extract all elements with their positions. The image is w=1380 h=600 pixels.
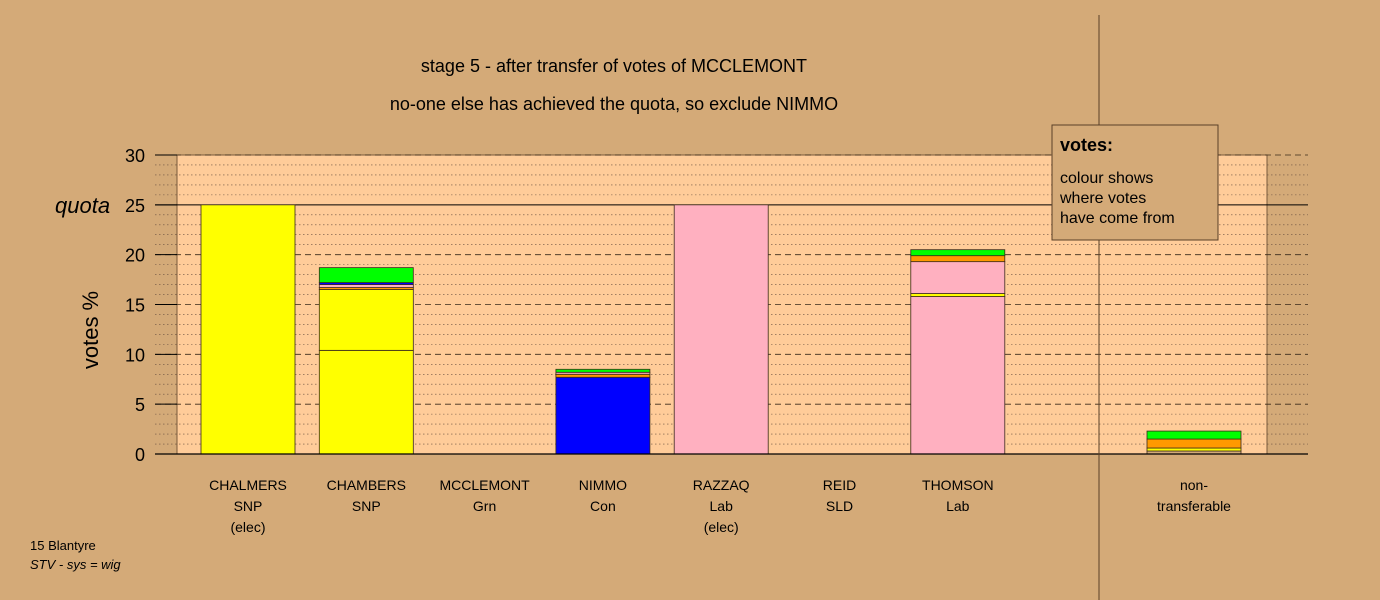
y-tick-label: 30	[125, 146, 145, 166]
candidate-chalmers-segment-0	[200, 204, 296, 455]
legend-line-1: colour shows	[1060, 170, 1153, 187]
candidate-chambers-segment-3	[318, 284, 414, 288]
constituency-label: 15 Blantyre	[30, 538, 96, 553]
candidate-mcclemont-label-0: MCCLEMONT	[439, 477, 530, 493]
y-tick-label: 10	[125, 345, 145, 365]
nontransferable-label-1: transferable	[1157, 498, 1231, 514]
candidate-reid-label-0: REID	[823, 477, 856, 493]
candidate-chambers-segment-5	[318, 267, 414, 283]
nontransferable-segment-3	[1146, 430, 1242, 440]
candidate-thomson-segment-0	[910, 296, 1006, 455]
legend-line-3: have come from	[1060, 210, 1175, 227]
candidate-razzaq-bar	[673, 204, 769, 455]
candidate-razzaq-label-0: RAZZAQ	[693, 477, 750, 493]
candidate-thomson-label-1: Lab	[946, 498, 970, 514]
candidate-chambers-label-0: CHAMBERS	[327, 477, 406, 493]
candidate-thomson-segment-3	[910, 255, 1006, 263]
candidate-chalmers-label-2: (elec)	[230, 519, 265, 535]
candidate-chambers-segment-1	[318, 289, 414, 351]
candidate-reid-label-1: SLD	[826, 498, 853, 514]
y-axis-label: votes %	[78, 291, 103, 369]
candidate-thomson-segment-1	[910, 293, 1006, 297]
candidate-nimmo-label-1: Con	[590, 498, 616, 514]
y-tick-label: 25	[125, 196, 145, 216]
chart-subtitle: no-one else has achieved the quota, so e…	[390, 94, 838, 114]
nontransferable-segment-2	[1146, 438, 1242, 449]
nontransferable-bar	[1146, 430, 1242, 455]
candidate-nimmo-segment-0	[555, 376, 651, 455]
candidate-chalmers-label-1: SNP	[234, 498, 263, 514]
candidate-nimmo-segment-1	[555, 373, 651, 378]
candidate-razzaq-segment-0	[673, 204, 769, 455]
candidate-chambers-segment-0	[318, 349, 414, 455]
bars: CHALMERS SNP (elec) CHAMBERS SNP MCCLEMONT Grn…	[200, 204, 1242, 535]
y-tick-label: 20	[125, 246, 145, 266]
candidate-thomson-segment-4	[910, 249, 1006, 257]
quota-label: quota	[55, 193, 110, 218]
y-tick-label: 15	[125, 296, 145, 316]
candidate-nimmo-label-0: NIMMO	[579, 477, 627, 493]
candidate-thomson-bar	[910, 249, 1006, 455]
candidate-razzaq-label-1: Lab	[710, 498, 734, 514]
candidate-nimmo-segment-3	[555, 368, 651, 373]
y-tick-label: 5	[135, 395, 145, 415]
nontransferable-segment-1	[1146, 447, 1242, 452]
nontransferable-label-0: non-	[1180, 477, 1208, 493]
y-tick-label: 0	[135, 445, 145, 465]
legend-heading: votes:	[1060, 135, 1113, 155]
legend: votes: colour shows where votes have com…	[1051, 124, 1219, 241]
chart-title: stage 5 - after transfer of votes of MCC…	[421, 56, 807, 76]
legend-box	[1051, 124, 1219, 241]
candidate-chambers-bar	[318, 267, 414, 455]
candidate-razzaq-label-2: (elec)	[704, 519, 739, 535]
candidate-chambers-label-1: SNP	[352, 498, 381, 514]
candidate-mcclemont-label-1: Grn	[473, 498, 496, 514]
candidate-nimmo-bar	[555, 368, 651, 455]
candidate-thomson-label-0: THOMSON	[922, 477, 994, 493]
system-label: STV - sys = wig	[30, 557, 121, 572]
legend-line-2: where votes	[1059, 190, 1146, 207]
y-axis: 0 5 10 15 20 25 30 quota	[55, 146, 1308, 465]
candidate-thomson-segment-2	[910, 261, 1006, 294]
candidate-chalmers-label-0: CHALMERS	[209, 477, 287, 493]
candidate-chalmers-bar	[200, 204, 296, 455]
